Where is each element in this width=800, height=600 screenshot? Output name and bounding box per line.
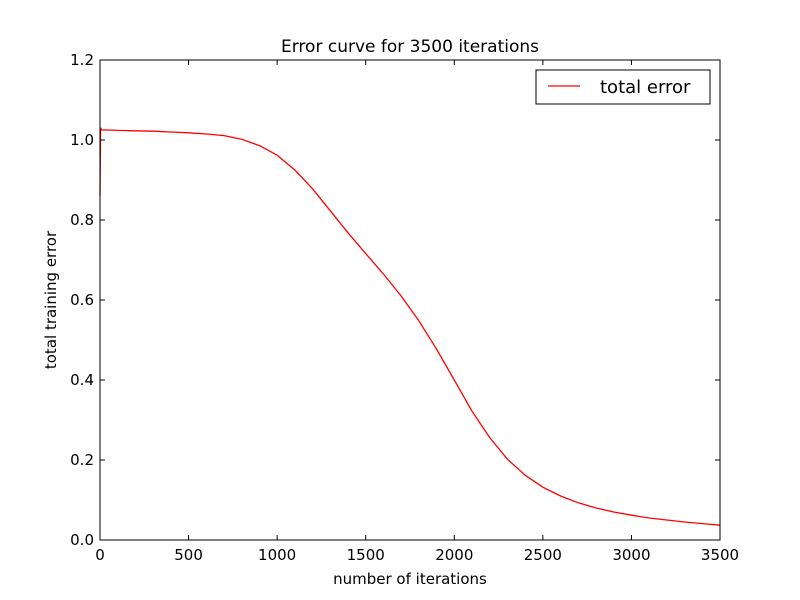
- plot-frame: [99, 59, 721, 541]
- chart-title: Error curve for 3500 iterations: [281, 37, 539, 57]
- legend-box: [535, 69, 711, 105]
- y-tick-label: 0.2: [70, 451, 94, 469]
- x-tick-label: 3500: [701, 546, 739, 564]
- y-tick-label: 1.2: [70, 51, 94, 69]
- series-layer: [99, 127, 721, 526]
- x-tick-label: 0: [95, 546, 105, 564]
- y-axis-label: total training error: [42, 230, 60, 369]
- x-tick-label: 2500: [524, 546, 562, 564]
- x-tick-label: 1500: [347, 546, 385, 564]
- y-tick-label: 0.8: [70, 211, 94, 229]
- series-line-0: [99, 127, 721, 526]
- x-tick-label: 500: [174, 546, 203, 564]
- y-tick-label: 0.0: [70, 531, 94, 549]
- x-tick-label: 2000: [435, 546, 473, 564]
- y-tick-label: 0.6: [70, 291, 94, 309]
- x-tick-label: 3000: [612, 546, 650, 564]
- ticks-layer: 0 500 1000 1500 2000 2500 3000 3500 0.0 0.2 0.4 0.6…: [70, 51, 739, 564]
- x-axis-label: number of iterations: [333, 570, 487, 588]
- y-tick-label: 1.0: [70, 131, 94, 149]
- legend-label: total error: [600, 77, 691, 98]
- y-tick-label: 0.4: [70, 371, 94, 389]
- x-tick-label: 1000: [258, 546, 296, 564]
- legend: total error: [535, 69, 711, 105]
